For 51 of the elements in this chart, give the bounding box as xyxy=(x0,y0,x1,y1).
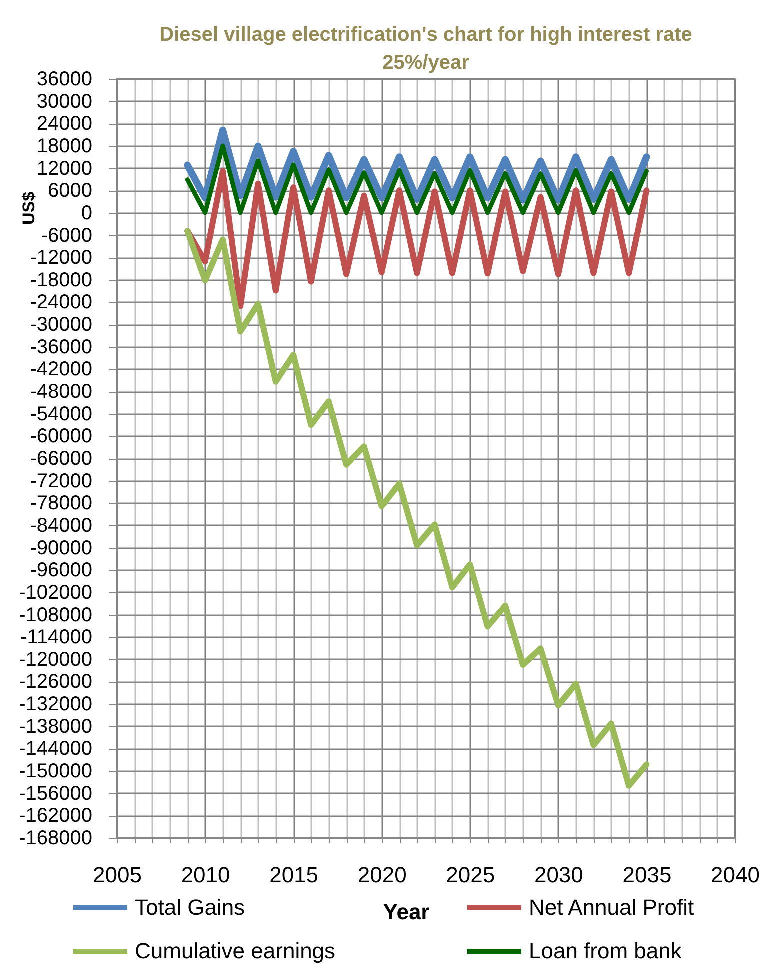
x-axis-title: Year xyxy=(383,900,430,924)
y-tick-label: -96000 xyxy=(30,560,92,582)
y-tick-label: 24000 xyxy=(36,113,92,136)
chart-title: Diesel village electrification's chart for high interest rate 25%/year xyxy=(160,24,692,74)
y-tick-label: 12000 xyxy=(36,158,92,180)
line-series xyxy=(185,144,649,216)
legend-label: Cumulative earnings xyxy=(135,938,336,964)
legend-label: Total Gains xyxy=(135,894,246,920)
x-tick-label: 2025 xyxy=(446,862,496,888)
y-tick-label: -150000 xyxy=(19,760,92,783)
legend-label: Net Annual Profit xyxy=(529,894,694,920)
y-tick-label: -126000 xyxy=(19,671,92,694)
x-tick-label: 2010 xyxy=(181,862,230,888)
legend-label: Loan from bank xyxy=(529,938,683,964)
y-tick-label: 18000 xyxy=(36,135,92,158)
y-tick-label: -54000 xyxy=(30,403,92,426)
y-tick-label: -138000 xyxy=(19,716,92,738)
x-tick-label: 2020 xyxy=(358,862,407,888)
y-tick-label: 6000 xyxy=(48,180,92,202)
y-tick-label: -42000 xyxy=(30,358,92,381)
y-tick-label: 30000 xyxy=(36,90,92,113)
x-tick-label: 2040 xyxy=(711,862,760,888)
y-tick-label: -66000 xyxy=(30,448,92,470)
y-tick-label: -30000 xyxy=(30,314,92,336)
y-tick-label: -6000 xyxy=(41,224,92,247)
y-tick-label: -72000 xyxy=(30,470,92,492)
y-tick-label: -36000 xyxy=(30,336,92,358)
y-tick-label: -90000 xyxy=(30,537,92,560)
x-tick-label: 2015 xyxy=(270,862,319,888)
y-tick-label: -48000 xyxy=(30,381,92,404)
y-tick-label: 36000 xyxy=(36,68,92,90)
y-axis-title: US$ xyxy=(20,191,38,226)
y-tick-label: -18000 xyxy=(30,269,92,292)
y-tick-label: -168000 xyxy=(19,828,92,850)
y-tick-label: -120000 xyxy=(19,648,92,671)
y-tick-label: -108000 xyxy=(19,604,92,626)
y-tick-label: -132000 xyxy=(19,694,92,716)
y-tick-label: -12000 xyxy=(30,247,92,270)
x-tick-label: 2035 xyxy=(622,862,672,888)
y-tick-label: -144000 xyxy=(19,738,92,760)
y-tick-label: -114000 xyxy=(20,626,92,649)
y-tick-label: -156000 xyxy=(19,782,92,805)
y-tick-label: 0 xyxy=(81,202,92,224)
x-tick-label: 2030 xyxy=(534,862,584,888)
y-tick-label: -78000 xyxy=(30,492,92,515)
x-tick-label: 2005 xyxy=(93,862,142,888)
y-tick-label: -84000 xyxy=(30,514,92,537)
y-tick-label: -102000 xyxy=(19,582,92,604)
y-tick-label: -24000 xyxy=(30,292,92,314)
y-tick-label: -60000 xyxy=(30,426,92,448)
y-tick-label: -162000 xyxy=(19,805,92,828)
